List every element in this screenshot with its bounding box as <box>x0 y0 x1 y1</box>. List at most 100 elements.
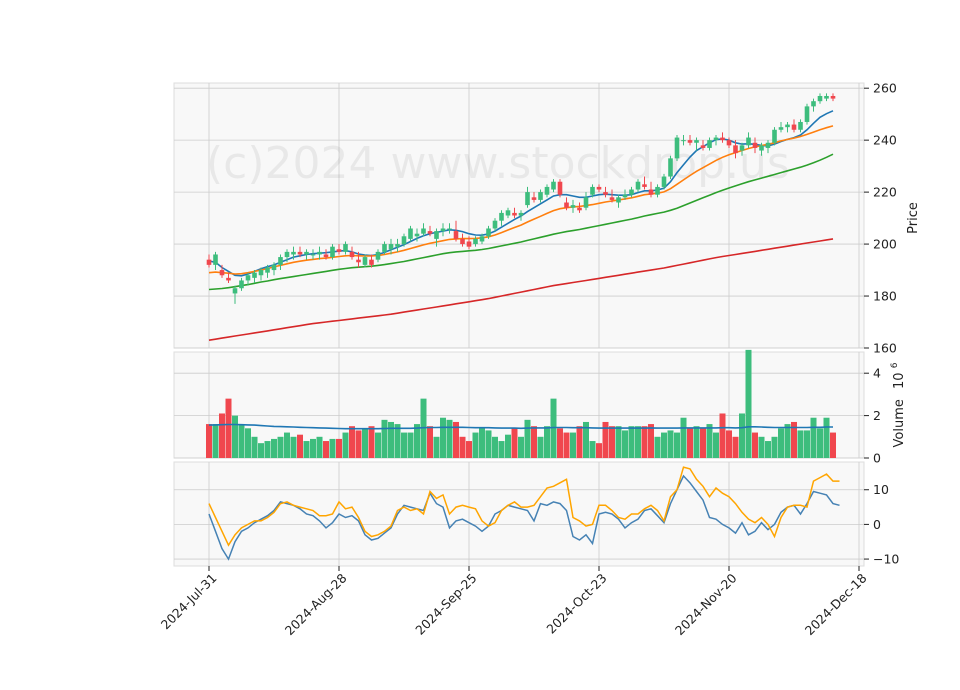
volume-bar <box>576 426 583 458</box>
candle-body <box>603 192 608 195</box>
volume-bar <box>388 421 394 458</box>
candle <box>297 246 303 258</box>
candle <box>395 238 400 252</box>
candle <box>447 223 452 234</box>
candle-body <box>765 142 771 148</box>
candle <box>486 225 491 239</box>
candle-body <box>226 277 231 281</box>
candle <box>603 186 608 198</box>
candle-body <box>798 121 803 130</box>
candle <box>622 189 628 200</box>
candle <box>746 132 751 148</box>
candle <box>609 189 615 203</box>
volume-bar <box>615 426 622 458</box>
volume-bar <box>336 438 342 458</box>
candle <box>239 277 244 291</box>
volume-bar <box>563 432 570 458</box>
price-axis-label: Price <box>906 202 921 234</box>
candle-body <box>596 186 602 190</box>
candle-body <box>375 251 381 260</box>
candle-body <box>343 244 348 252</box>
candle <box>440 223 446 237</box>
volume-bar <box>368 426 375 458</box>
candle-body <box>323 254 329 258</box>
candle <box>668 155 673 180</box>
volume-bar <box>609 426 615 458</box>
volume-bar <box>589 441 596 458</box>
candle-body <box>525 192 530 206</box>
candle <box>479 233 485 245</box>
volume-bar <box>687 428 693 458</box>
candle-body <box>713 137 719 141</box>
candle-body <box>284 251 290 258</box>
oscillator-tick-label: 10 <box>873 482 889 497</box>
candle <box>681 134 686 146</box>
candle <box>349 246 355 260</box>
candle-body <box>362 257 368 265</box>
volume-bar <box>784 424 791 458</box>
candle-body <box>401 236 407 245</box>
volume-bar <box>511 428 518 458</box>
volume-bar <box>810 417 817 458</box>
volume-bar <box>407 432 414 458</box>
candle <box>616 194 621 208</box>
candle-body <box>538 192 543 200</box>
candle-body <box>655 186 660 195</box>
candle <box>323 249 329 260</box>
x-axis-ticks: 2024-Jul-31 2024-Aug-28 2024-Sep-25 2024-Oc… <box>158 566 870 638</box>
volume-bar <box>355 430 362 458</box>
candle <box>421 223 426 237</box>
candle <box>642 176 647 190</box>
candle-body <box>778 127 784 130</box>
candle-body <box>473 238 478 245</box>
candle <box>362 254 368 268</box>
candle <box>720 132 725 143</box>
candle <box>473 236 478 247</box>
x-tick-label: 2024-Jul-31 <box>158 570 220 632</box>
candle <box>525 186 530 208</box>
volume-bar <box>375 432 381 458</box>
volume-bar <box>765 441 771 458</box>
candle <box>538 189 543 203</box>
candle <box>648 181 654 198</box>
candle-body <box>310 254 316 256</box>
candle-body <box>206 259 212 265</box>
volume-bar <box>648 424 654 458</box>
volume-scale-exponent: 6 <box>890 362 900 368</box>
candle-body <box>382 244 387 252</box>
volume-bar <box>596 443 602 458</box>
volume-bar <box>492 436 498 458</box>
volume-bar <box>693 426 700 458</box>
candle-body <box>668 158 673 177</box>
volume-bar <box>323 441 329 458</box>
candle <box>382 241 387 255</box>
volume-bar <box>628 426 635 458</box>
volume-bar <box>251 436 258 458</box>
candle <box>401 233 407 247</box>
volume-bar <box>830 432 836 458</box>
volume-bar <box>440 417 446 458</box>
volume-bar <box>310 438 316 458</box>
volume-bar <box>570 432 576 458</box>
volume-bar <box>446 419 453 458</box>
volume-scale-base: 10 <box>892 372 907 389</box>
candle <box>687 134 693 146</box>
candle <box>785 121 790 133</box>
candle <box>733 140 738 159</box>
candle-body <box>564 202 569 208</box>
candle <box>408 225 413 242</box>
candle-body <box>817 95 823 102</box>
volume-bar <box>238 424 245 458</box>
candle <box>655 184 660 198</box>
volume-bar <box>537 436 544 458</box>
candle <box>726 137 732 148</box>
candle <box>505 207 511 219</box>
candle <box>512 207 517 219</box>
candle-body <box>687 140 693 143</box>
oscillator-tick-label: 0 <box>873 517 881 532</box>
candle-body <box>232 288 238 294</box>
candle-body <box>830 95 836 99</box>
volume-axis-ticks: 0 2 4 <box>864 366 881 466</box>
candle-body <box>700 145 706 148</box>
